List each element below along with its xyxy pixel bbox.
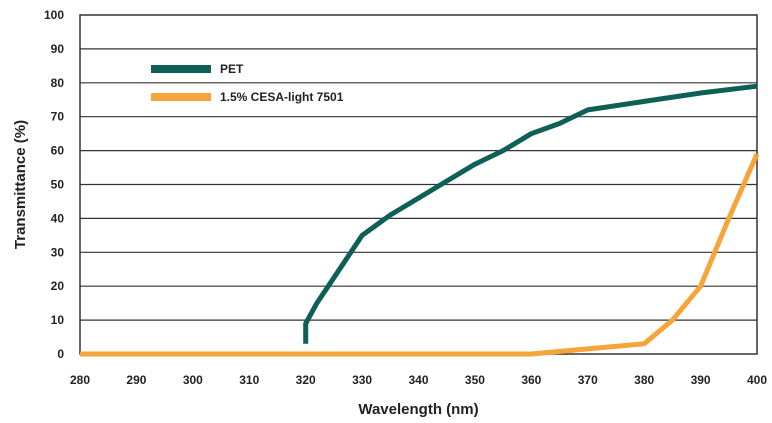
x-tick-label: 390 — [691, 373, 711, 387]
series-lines — [80, 83, 760, 357]
y-tick-label: 40 — [51, 211, 65, 225]
x-tick-label: 310 — [239, 373, 259, 387]
y-tick-label: 30 — [51, 245, 65, 259]
x-tick-label: 290 — [126, 373, 146, 387]
y-tick-label: 50 — [51, 178, 65, 192]
y-axis-ticks: 0 10 20 30 40 50 60 70 80 90 100 — [44, 8, 64, 361]
y-tick-label: 20 — [51, 279, 65, 293]
y-tick-label: 60 — [51, 144, 65, 158]
x-tick-label: 330 — [352, 373, 372, 387]
series-line-pet — [303, 83, 758, 344]
x-tick-label: 400 — [747, 373, 767, 387]
series-line-cesa-light — [80, 152, 760, 357]
x-tick-label: 320 — [296, 373, 316, 387]
x-tick-label: 360 — [521, 373, 541, 387]
x-tick-label: 280 — [70, 373, 90, 387]
x-axis-label: Wavelength (nm) — [358, 401, 478, 418]
x-tick-label: 300 — [183, 373, 203, 387]
x-tick-label: 350 — [465, 373, 485, 387]
y-tick-label: 90 — [51, 42, 65, 56]
x-tick-label: 340 — [408, 373, 428, 387]
x-tick-label: 380 — [634, 373, 654, 387]
y-tick-label: 80 — [51, 76, 65, 90]
legend-label: PET — [220, 62, 244, 76]
y-axis-label: Transmittance (%) — [12, 120, 29, 249]
legend: PET 1.5% CESA-light 7501 — [151, 62, 344, 104]
y-tick-label: 0 — [57, 347, 64, 361]
x-axis-ticks: 280 290 300 310 320 330 340 350 360 370 380 390 400 — [70, 373, 767, 387]
x-tick-label: 370 — [578, 373, 598, 387]
y-tick-label: 100 — [44, 8, 64, 22]
y-tick-label: 70 — [51, 110, 65, 124]
legend-label: 1.5% CESA-light 7501 — [220, 90, 344, 104]
grid-lines — [80, 48, 757, 321]
y-tick-label: 10 — [51, 313, 65, 327]
